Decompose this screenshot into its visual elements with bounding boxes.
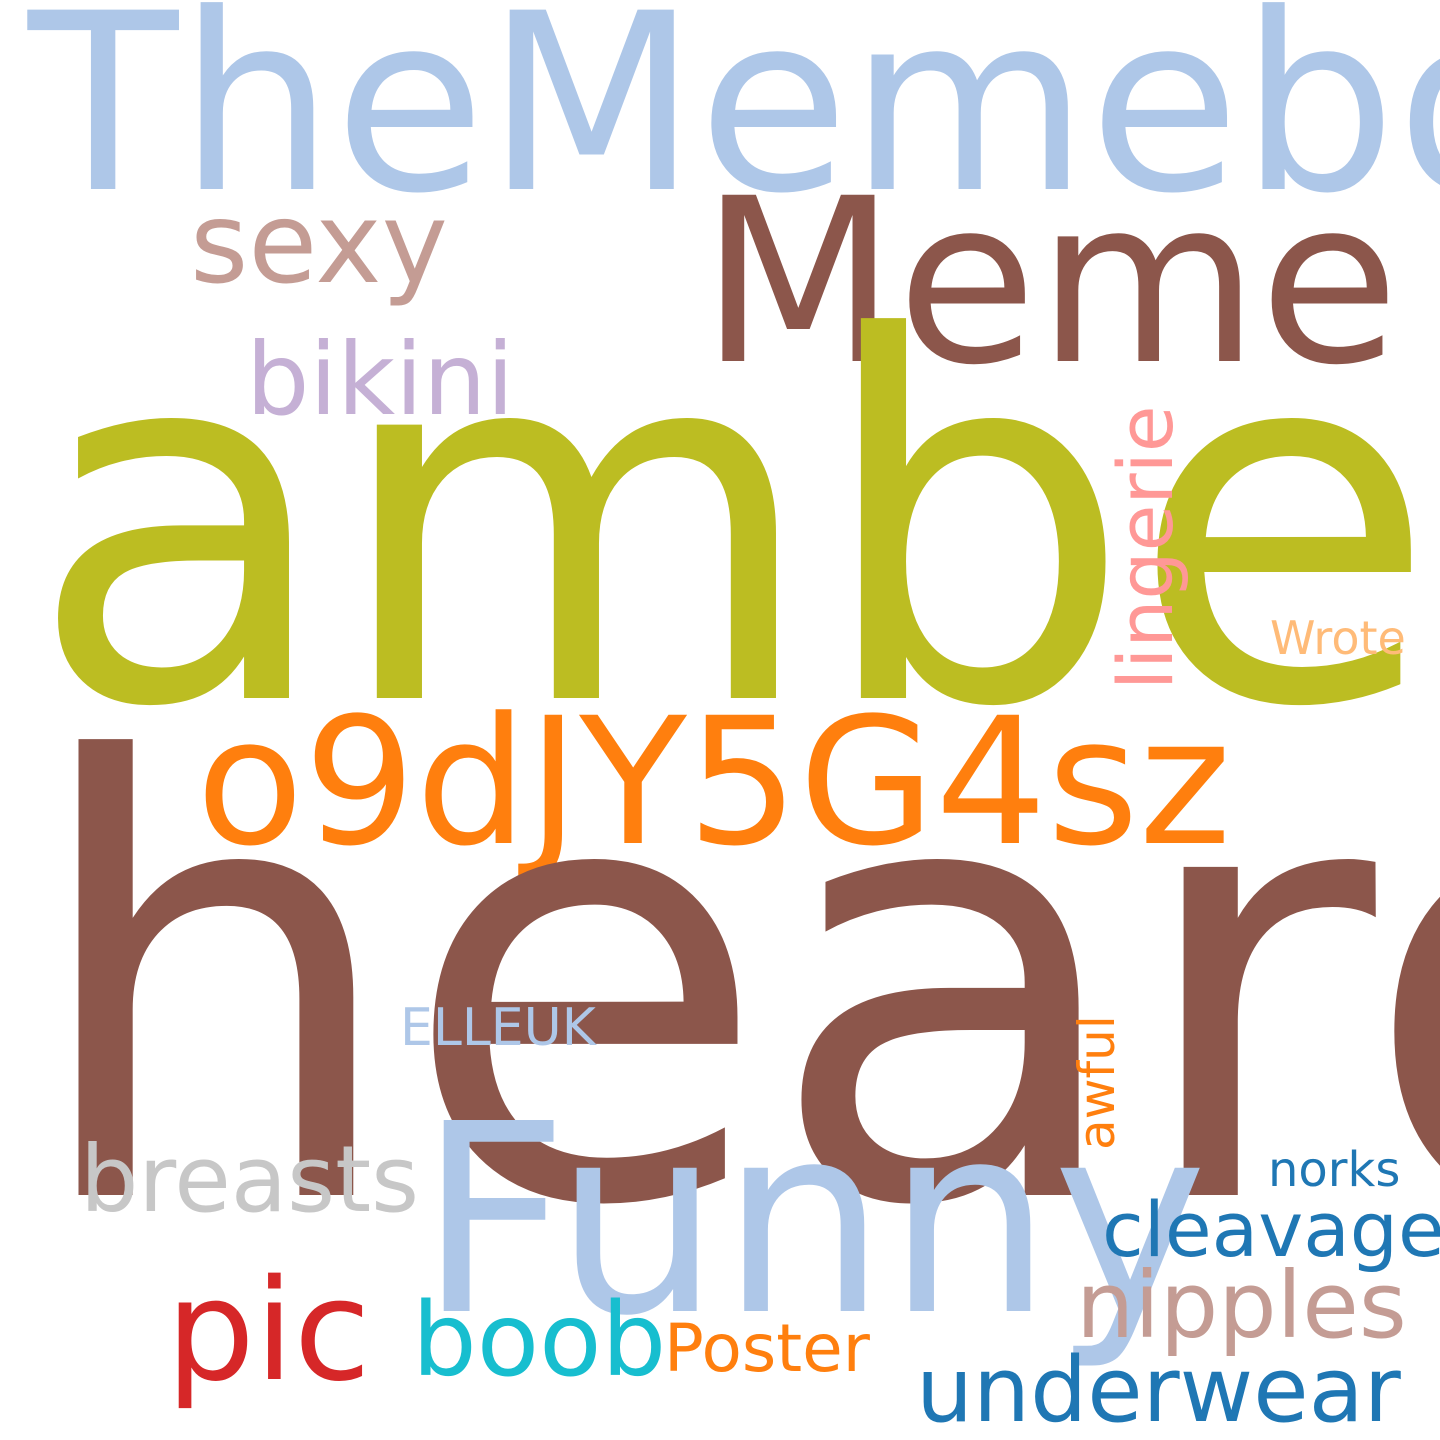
word-wrote: Wrote (1270, 611, 1406, 665)
word-heard: heard (24, 638, 1440, 1337)
word-breasts: breasts (80, 1126, 420, 1233)
word-norks: norks (1268, 1142, 1401, 1198)
word-elleuk: ELLEUK (400, 998, 596, 1058)
word-amber: amber (28, 234, 1440, 816)
word-boob: boob (412, 1281, 667, 1400)
word-underwear: underwear (916, 1338, 1401, 1440)
word-cleavage: cleavage (1102, 1185, 1440, 1274)
word-funny: Funny (418, 1068, 1208, 1373)
word-meme: Meme (700, 149, 1400, 415)
word-sexy: sexy (190, 179, 448, 309)
word-nipples: nipples (1076, 1252, 1407, 1359)
word-thememebot: TheMemebot (28, 0, 1440, 248)
word-poster: Poster (664, 1310, 870, 1387)
word-pic: pic (166, 1250, 371, 1413)
word-o9djy5g4sz: o9dJY5G4sz (196, 680, 1232, 885)
word-bikini: bikini (246, 321, 515, 438)
